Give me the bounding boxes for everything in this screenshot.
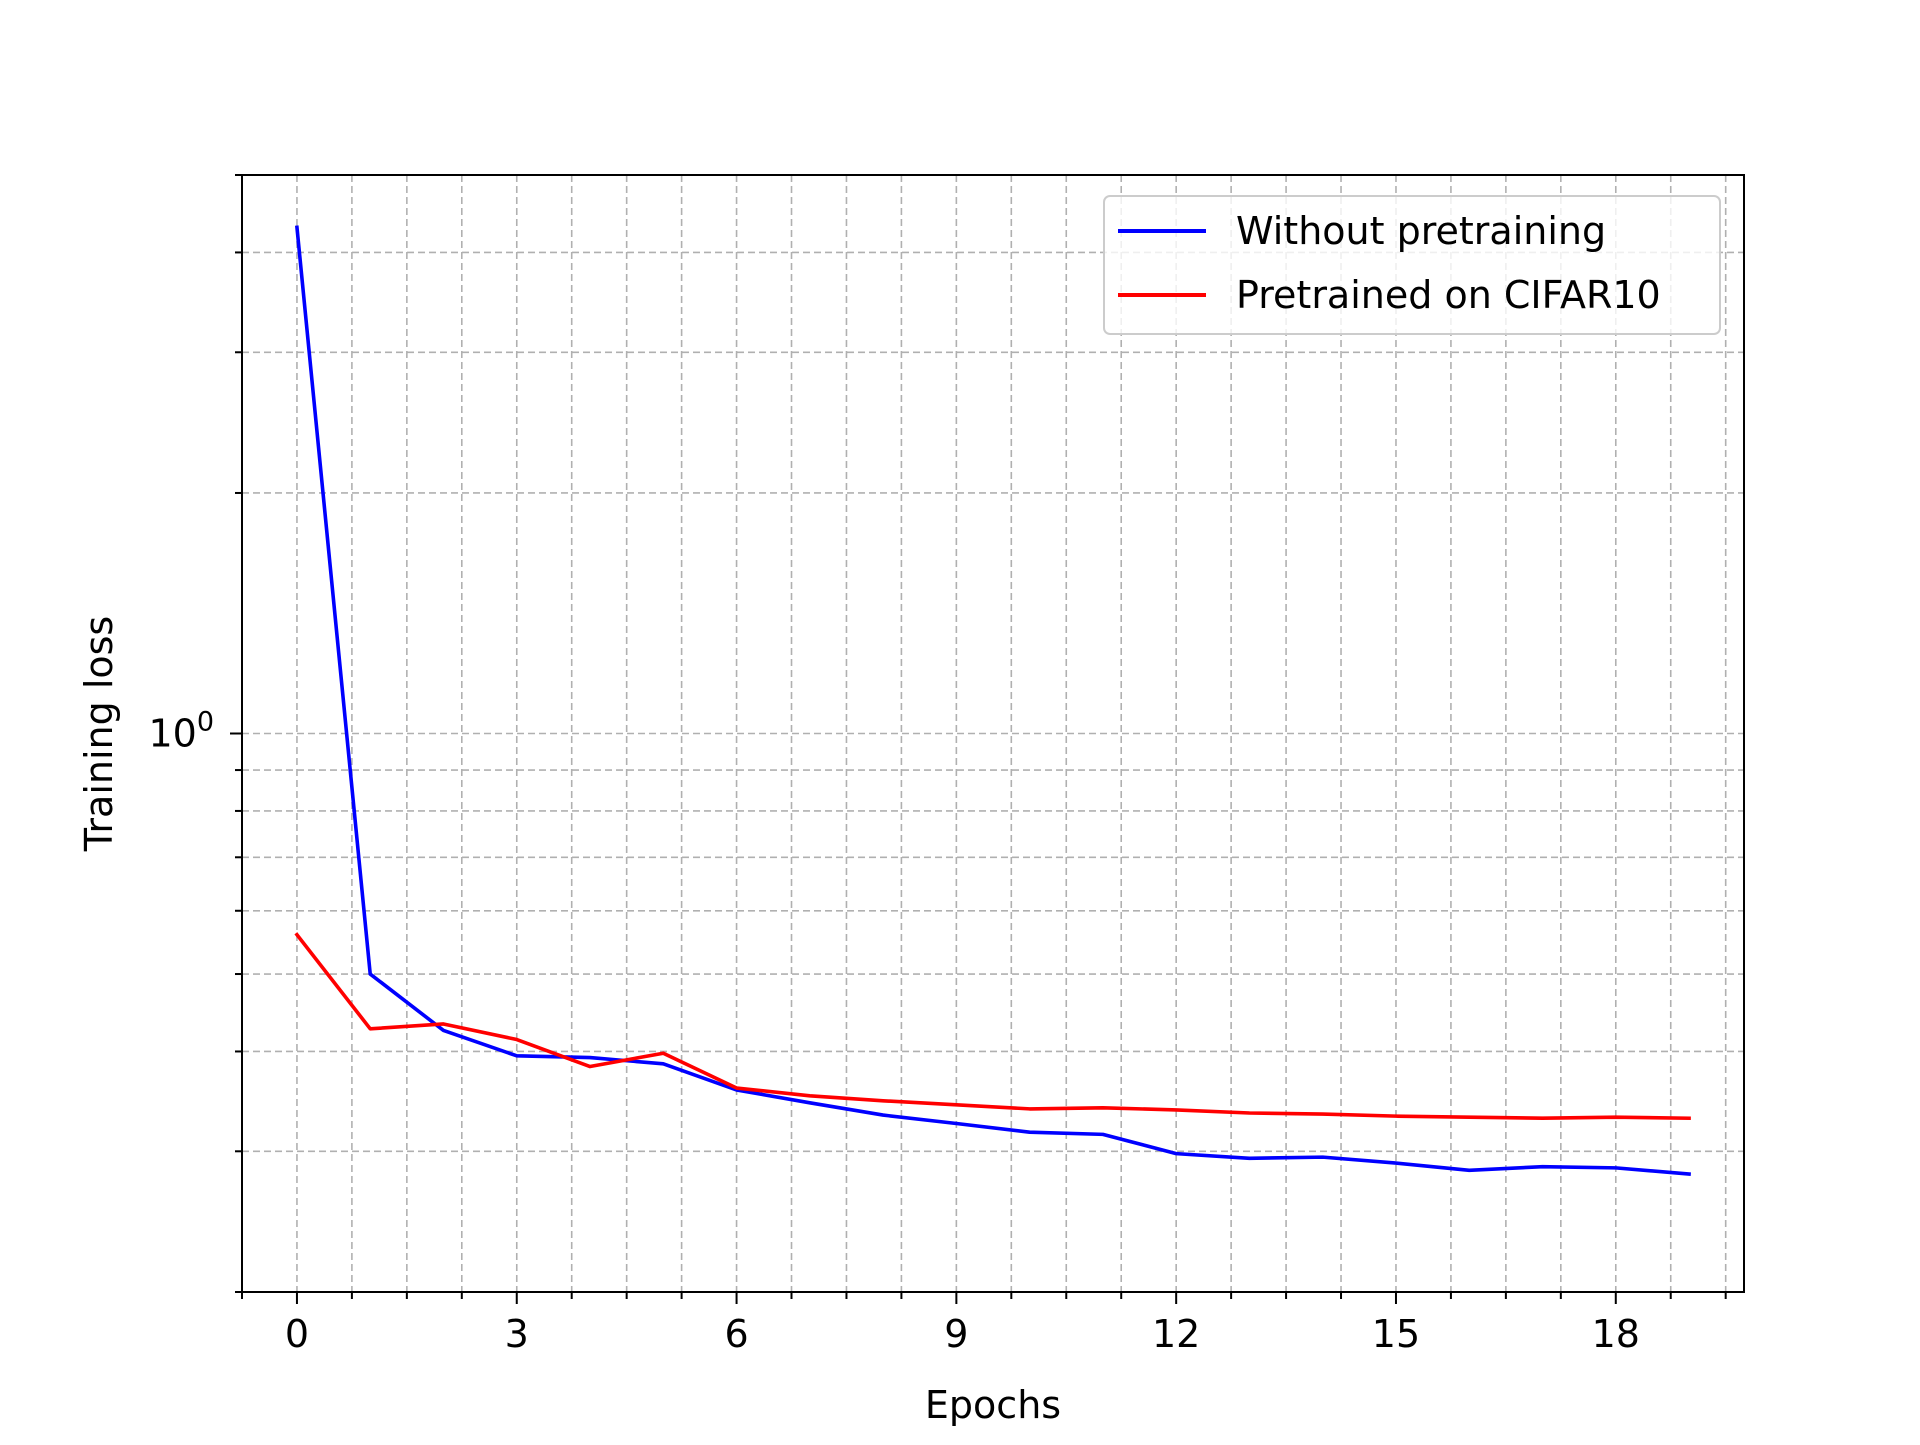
y-axis-label: Training loss	[77, 616, 121, 852]
x-tick-label: 6	[724, 1312, 748, 1356]
x-tick-label: 0	[285, 1312, 309, 1356]
legend-label-1: Without pretraining	[1236, 209, 1606, 253]
x-tick-label: 12	[1152, 1312, 1200, 1356]
x-tick-label: 9	[944, 1312, 968, 1356]
x-tick-label: 18	[1592, 1312, 1640, 1356]
x-axis-label: Epochs	[925, 1383, 1061, 1427]
legend-label-2: Pretrained on CIFAR10	[1236, 273, 1661, 317]
legend: Without pretraining Pretrained on CIFAR10	[1104, 196, 1720, 334]
x-tick-label: 3	[505, 1312, 529, 1356]
x-tick-label: 15	[1372, 1312, 1420, 1356]
